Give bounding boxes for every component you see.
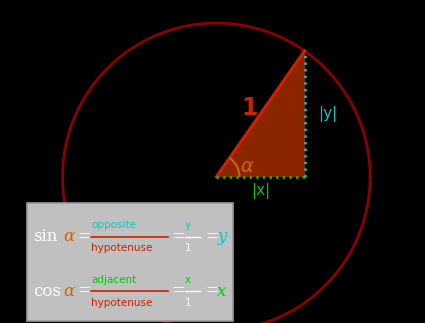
FancyBboxPatch shape — [27, 203, 233, 321]
Text: |y|: |y| — [318, 106, 337, 122]
Text: y: y — [185, 220, 191, 230]
Text: cos: cos — [33, 283, 61, 300]
Text: =: = — [77, 283, 91, 300]
Text: =: = — [171, 228, 185, 245]
Text: opposite: opposite — [91, 220, 136, 230]
Text: α: α — [63, 283, 75, 300]
Text: 1: 1 — [185, 297, 192, 307]
Text: =: = — [171, 283, 185, 300]
Text: α: α — [241, 157, 254, 176]
Text: 1: 1 — [185, 244, 192, 254]
Text: x: x — [185, 275, 191, 285]
Text: α: α — [63, 228, 75, 245]
Text: hypotenuse: hypotenuse — [91, 244, 153, 254]
Text: 1: 1 — [241, 96, 258, 120]
Text: =: = — [205, 228, 219, 245]
Text: =: = — [205, 283, 219, 300]
Text: sin: sin — [33, 228, 58, 245]
Text: =: = — [77, 228, 91, 245]
Text: hypotenuse: hypotenuse — [91, 297, 153, 307]
Text: y: y — [217, 228, 227, 245]
Text: |x|: |x| — [251, 183, 270, 199]
Text: adjacent: adjacent — [91, 275, 136, 285]
Polygon shape — [216, 51, 305, 177]
Text: x: x — [217, 283, 227, 300]
